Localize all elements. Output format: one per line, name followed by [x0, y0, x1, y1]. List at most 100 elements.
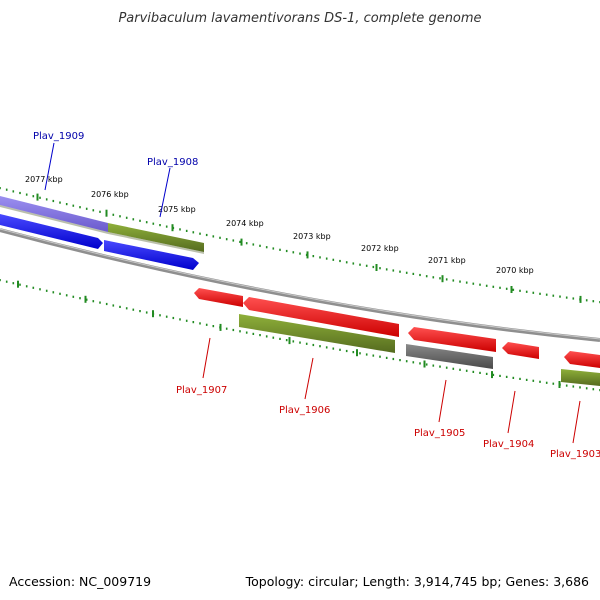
- ruler-minor-tick: [85, 298, 88, 301]
- ruler-minor-tick: [352, 262, 355, 265]
- ruler-major-tick: [219, 323, 222, 331]
- ruler-minor-tick: [39, 196, 41, 199]
- ruler-minor-tick: [399, 359, 401, 362]
- gene-arrow-plav-1903[interactable]: [564, 351, 600, 368]
- gene-arrow-plav-1904[interactable]: [502, 342, 539, 359]
- ruler-minor-tick: [385, 268, 388, 271]
- ruler-minor-tick: [12, 282, 15, 285]
- ruler-minor-tick: [139, 219, 141, 222]
- cds-bar-plav-1907[interactable]: [239, 314, 395, 353]
- ruler-minor-tick: [499, 286, 501, 289]
- ruler-minor-tick: [345, 261, 348, 264]
- ruler-minor-tick: [525, 290, 528, 293]
- ruler-minor-tick: [572, 297, 575, 300]
- ruler-minor-tick: [39, 288, 41, 291]
- ruler-minor-tick: [379, 355, 381, 358]
- cds-bar-plav-1903[interactable]: [561, 369, 600, 386]
- ruler-minor-tick: [32, 195, 35, 198]
- leader-line: [159, 167, 171, 218]
- ruler-minor-tick: [125, 307, 128, 310]
- ruler-major-tick: [423, 360, 426, 368]
- gene-arrow-plav-1909[interactable]: [0, 214, 103, 249]
- ruler-minor-tick: [52, 291, 55, 294]
- ruler-ticks-bottom: [0, 279, 600, 392]
- ruler-minor-tick: [205, 233, 208, 237]
- pseudo-bar-plav-1905[interactable]: [406, 344, 493, 369]
- ruler-minor-tick: [32, 286, 35, 289]
- ruler-label: 2071 kbp: [428, 256, 466, 265]
- gene-label-plav-1904[interactable]: Plav_1904: [483, 439, 534, 450]
- ruler-minor-tick: [172, 316, 175, 320]
- ruler-minor-tick: [472, 370, 475, 373]
- gene-arrow-plav-1906[interactable]: [243, 297, 399, 337]
- ruler-minor-tick: [92, 209, 95, 212]
- ruler-major-tick: [356, 349, 358, 357]
- ruler-major-tick: [375, 264, 378, 271]
- ruler-minor-tick: [159, 314, 161, 317]
- ruler-minor-tick: [445, 278, 448, 281]
- ruler-minor-tick: [5, 280, 8, 283]
- ruler-minor-tick: [192, 231, 195, 234]
- ruler-major-tick: [152, 310, 154, 318]
- ruler-minor-tick: [405, 271, 408, 274]
- ruler-minor-tick: [339, 348, 341, 351]
- ruler-minor-tick: [459, 280, 461, 283]
- gene-label-plav-1906[interactable]: Plav_1906: [279, 405, 330, 416]
- gene-arrow-plav-1905[interactable]: [408, 327, 496, 352]
- gene-arrow-plav-1907[interactable]: [194, 288, 243, 307]
- ruler-minor-tick: [319, 256, 321, 259]
- ruler-minor-tick: [45, 198, 48, 201]
- ruler-minor-tick: [352, 351, 355, 354]
- ruler-minor-tick: [125, 216, 128, 219]
- ruler-major-tick: [36, 193, 39, 201]
- gene-label-plav-1909[interactable]: Plav_1909: [33, 131, 84, 142]
- ruler-label: 2072 kbp: [361, 244, 399, 253]
- ruler-minor-tick: [112, 213, 115, 216]
- ruler-minor-tick: [499, 374, 501, 377]
- ruler-label: 2077 kbp: [25, 175, 63, 184]
- ruler-minor-tick: [365, 353, 368, 356]
- ruler-minor-tick: [552, 382, 555, 385]
- ruler-minor-tick: [565, 296, 568, 299]
- ruler-minor-tick: [379, 267, 381, 270]
- reverse-gene-track: [194, 288, 600, 368]
- ruler-major-tick: [240, 238, 243, 246]
- ruler-minor-tick: [199, 322, 201, 325]
- ruler-major-tick: [579, 295, 582, 303]
- ruler-minor-tick: [325, 346, 328, 349]
- ruler-minor-tick: [25, 193, 28, 196]
- gene-label-plav-1907[interactable]: Plav_1907: [176, 385, 227, 396]
- ruler-minor-tick: [565, 384, 568, 387]
- ruler-minor-tick: [579, 386, 581, 389]
- ruler-minor-tick: [239, 330, 241, 333]
- ruler-major-tick: [171, 224, 174, 232]
- ruler-minor-tick: [59, 201, 61, 204]
- cds-bar-plav-1909[interactable]: [0, 196, 108, 232]
- ruler-minor-tick: [505, 375, 508, 378]
- ruler-minor-tick: [59, 292, 61, 295]
- ruler-minor-tick: [185, 229, 188, 232]
- gene-label-plav-1903[interactable]: Plav_1903: [550, 449, 600, 460]
- cds-bar-plav-1908[interactable]: [108, 223, 204, 252]
- leader-line: [202, 337, 211, 379]
- gene-label-plav-1905[interactable]: Plav_1905: [414, 428, 465, 439]
- ruler-minor-tick: [72, 204, 75, 207]
- ruler-minor-tick: [265, 335, 268, 338]
- ruler-minor-tick: [232, 239, 235, 242]
- ruler-minor-tick: [372, 265, 375, 269]
- ruler-minor-tick: [119, 215, 121, 218]
- ruler-major-tick: [491, 371, 493, 379]
- ruler-minor-tick: [312, 343, 315, 347]
- ruler-minor-tick: [325, 257, 328, 260]
- ruler-minor-tick: [185, 319, 188, 322]
- ruler-minor-tick: [485, 372, 488, 375]
- ruler-minor-tick: [272, 336, 275, 339]
- ruler-minor-tick: [199, 232, 201, 235]
- leader-line: [572, 400, 581, 444]
- ruler-minor-tick: [99, 210, 101, 213]
- gene-label-plav-1908[interactable]: Plav_1908: [147, 157, 198, 168]
- ruler-minor-tick: [399, 270, 401, 273]
- gene-arrow-plav-1908[interactable]: [104, 240, 199, 270]
- ruler-minor-tick: [92, 300, 95, 303]
